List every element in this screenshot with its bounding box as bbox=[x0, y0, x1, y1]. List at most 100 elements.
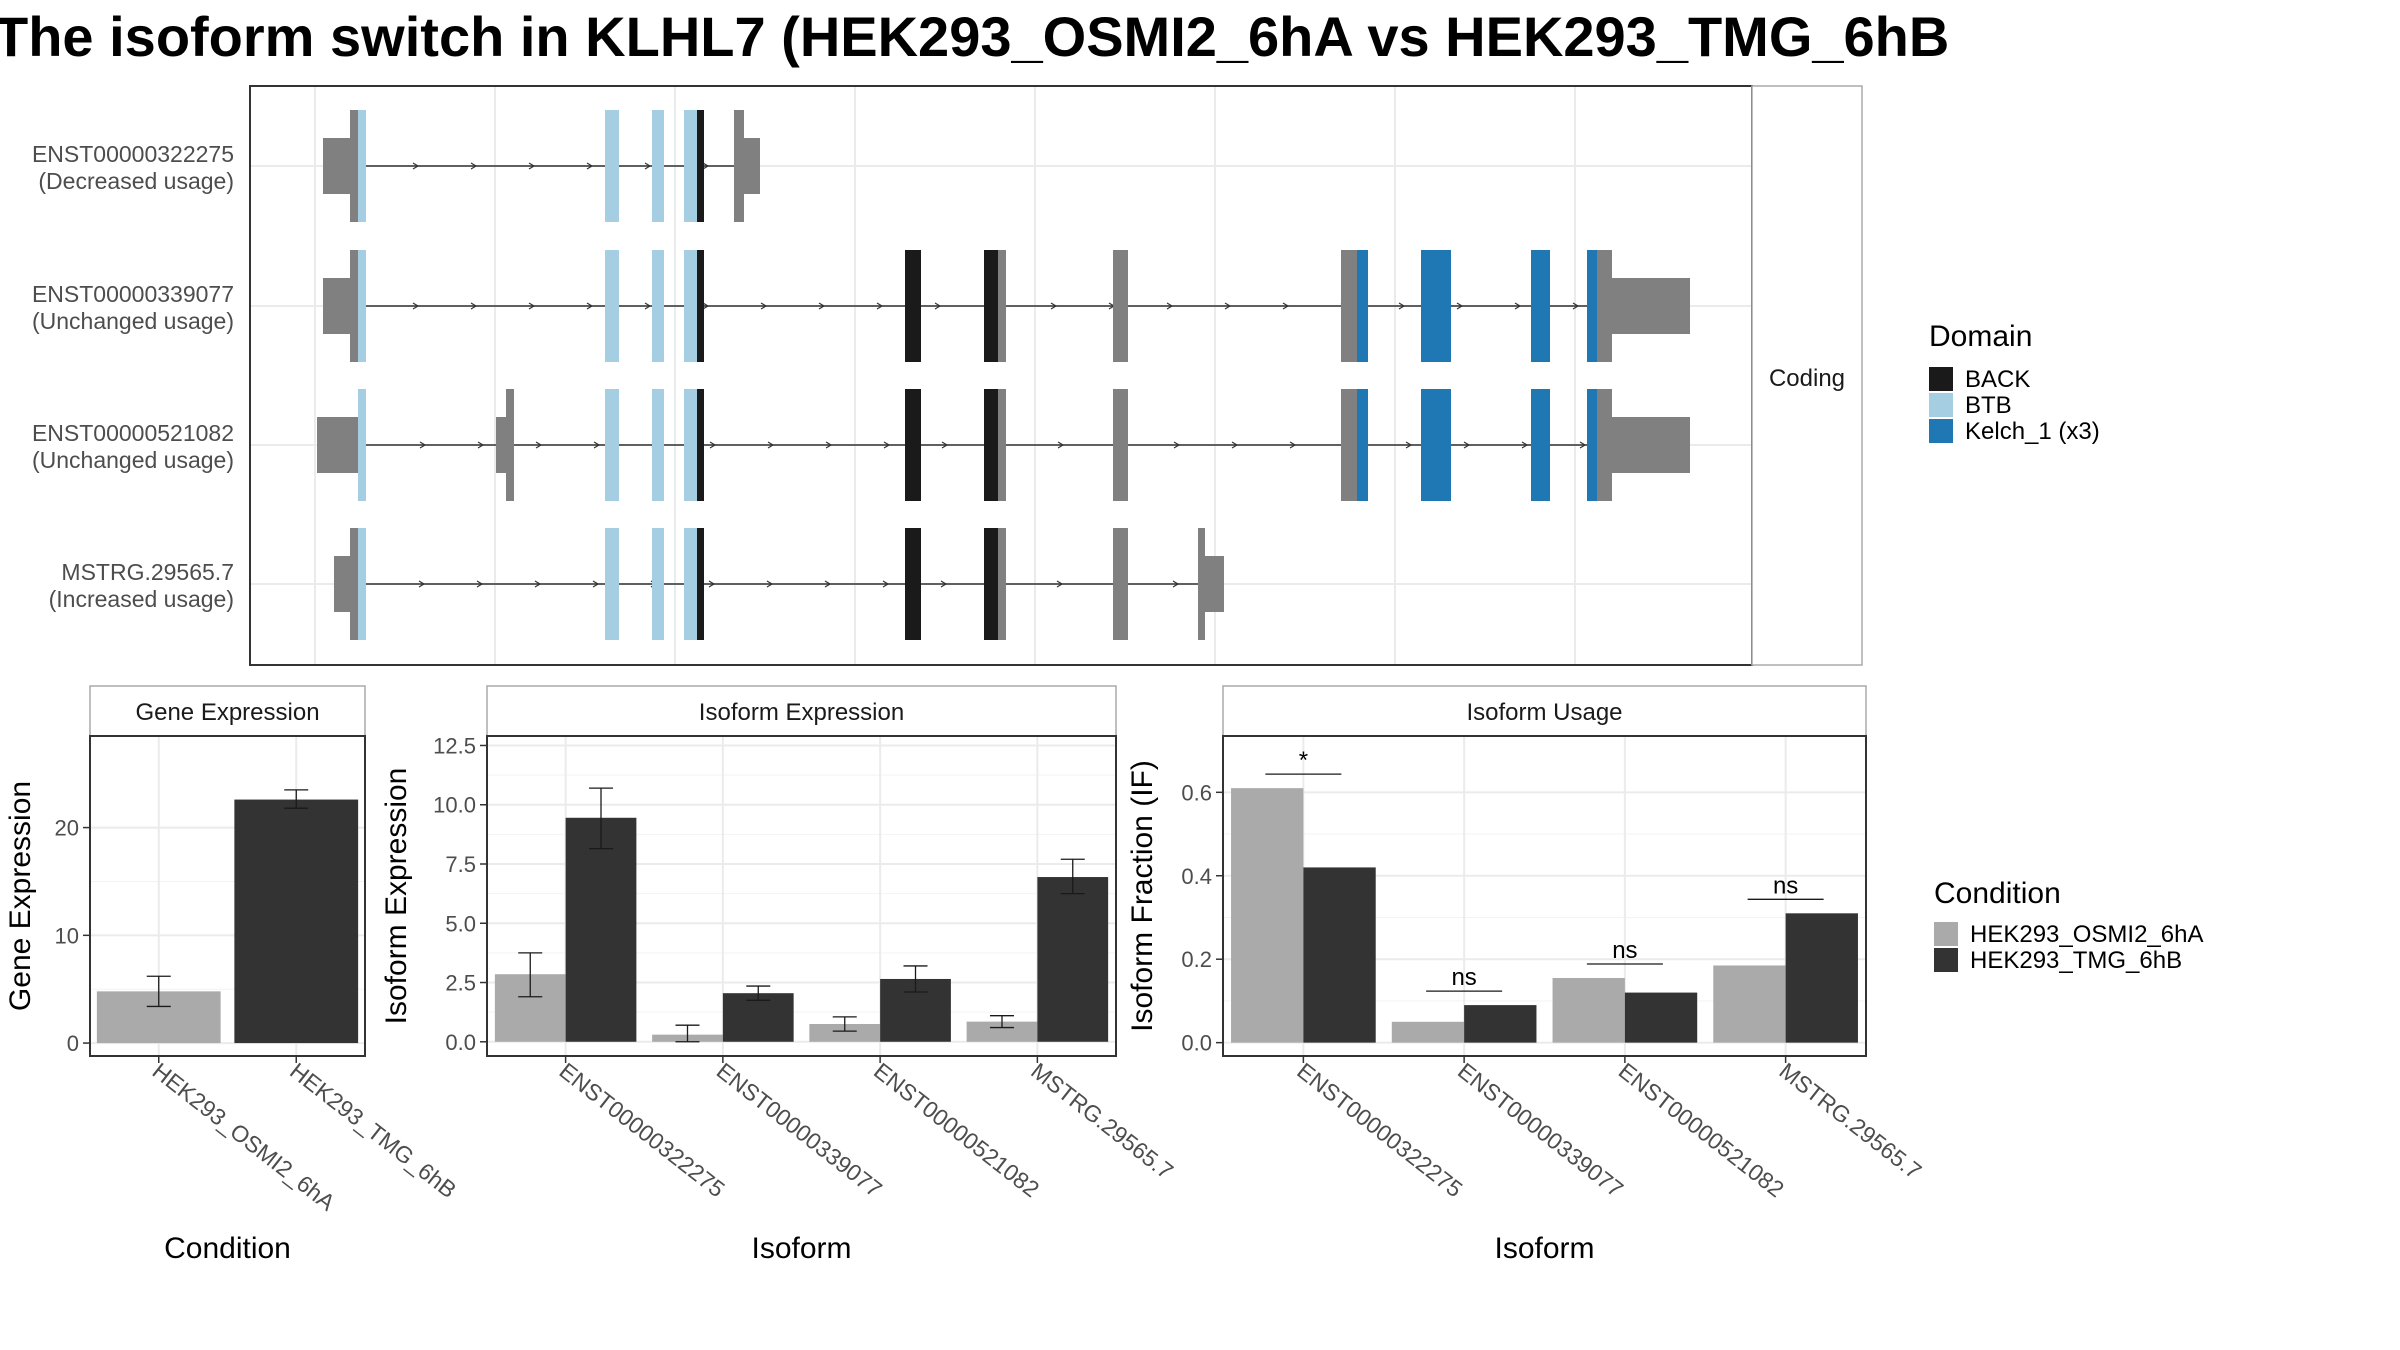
domain-legend-label: BACK bbox=[1965, 366, 2030, 393]
bar bbox=[1785, 913, 1858, 1043]
significance-label: ns bbox=[1773, 872, 1798, 899]
coding-exon-nd bbox=[1113, 250, 1128, 362]
domain-legend-label: Kelch_1 (x3) bbox=[1965, 418, 2100, 445]
domain-legend-swatch bbox=[1929, 419, 1953, 443]
domain-legend-swatch bbox=[1929, 393, 1953, 417]
intron-arrow bbox=[940, 580, 948, 588]
facet-strip-label: Coding bbox=[1769, 365, 1845, 392]
intron-arrow bbox=[476, 580, 484, 588]
x-axis-title: Condition bbox=[164, 1232, 291, 1265]
bar bbox=[722, 993, 794, 1042]
y-tick-label: 10 bbox=[55, 923, 79, 948]
intron-arrow bbox=[470, 302, 478, 310]
x-axis-title: Isoform bbox=[751, 1232, 851, 1265]
coding-exon-Kelch1x3 bbox=[1421, 250, 1451, 362]
y-tick-label: 2.5 bbox=[445, 971, 476, 996]
bar bbox=[234, 799, 359, 1044]
condition-legend-swatch bbox=[1934, 948, 1958, 972]
intron-arrow bbox=[1463, 441, 1471, 449]
intron-arrow bbox=[1166, 302, 1174, 310]
coding-exon-nd bbox=[350, 528, 358, 640]
coding-exon-nd bbox=[506, 389, 514, 501]
coding-exon-BTB bbox=[605, 250, 619, 362]
intron-arrow bbox=[1224, 302, 1232, 310]
intron-arrow bbox=[709, 441, 717, 449]
isoform-label: ENST00000521082 bbox=[32, 420, 234, 446]
intron-arrow bbox=[470, 162, 478, 170]
coding-exon-nd bbox=[998, 389, 1006, 501]
condition-legend-label: HEK293_TMG_6hB bbox=[1970, 947, 2182, 974]
isoform-label: ENST00000339077 bbox=[32, 281, 234, 307]
intron-arrow bbox=[818, 302, 826, 310]
y-tick-label: 7.5 bbox=[445, 852, 476, 877]
coding-exon-BACK bbox=[697, 389, 704, 501]
intron-arrow bbox=[1572, 302, 1580, 310]
intron-arrow bbox=[1456, 302, 1464, 310]
intron-arrow bbox=[941, 441, 949, 449]
y-tick-label: 0 bbox=[67, 1031, 79, 1056]
y-tick-label: 0.0 bbox=[445, 1030, 476, 1055]
facet-strip bbox=[1751, 85, 1863, 666]
utr-exon bbox=[1612, 417, 1690, 473]
intron-arrow bbox=[535, 441, 543, 449]
intron-arrow bbox=[934, 302, 942, 310]
domain-legend-swatch bbox=[1929, 367, 1953, 391]
x-tick-label: ENST00000521082 bbox=[869, 1057, 1044, 1202]
coding-exon-BTB bbox=[358, 110, 366, 222]
bar bbox=[1303, 867, 1376, 1043]
isoform-usage-label: (Decreased usage) bbox=[38, 168, 234, 194]
coding-exon-BACK bbox=[984, 389, 998, 501]
intron-arrow bbox=[418, 580, 426, 588]
intron-arrow bbox=[586, 302, 594, 310]
panel-strip bbox=[89, 685, 366, 737]
x-tick-label: ENST00000521082 bbox=[1614, 1057, 1789, 1202]
isoform-usage-label: (Unchanged usage) bbox=[32, 308, 234, 334]
intron-arrow bbox=[528, 162, 536, 170]
coding-exon-Kelch1x3 bbox=[1587, 250, 1597, 362]
intron-arrow bbox=[1398, 302, 1406, 310]
figure-title: The isoform switch in KLHL7 (HEK293_OSMI… bbox=[0, 5, 1949, 68]
coding-exon-BTB bbox=[652, 110, 664, 222]
bar bbox=[565, 817, 637, 1042]
isoform-label: MSTRG.29565.7 bbox=[61, 559, 234, 585]
intron-arrow bbox=[766, 580, 774, 588]
condition-legend-swatch bbox=[1934, 922, 1958, 946]
intron-arrow bbox=[1231, 441, 1239, 449]
coding-exon-BTB bbox=[605, 110, 619, 222]
intron-arrow bbox=[1289, 441, 1297, 449]
panel-border bbox=[1222, 735, 1867, 1057]
coding-exon-Kelch1x3 bbox=[1531, 250, 1550, 362]
utr-exon bbox=[334, 556, 350, 612]
intron-arrow bbox=[825, 441, 833, 449]
intron-arrow bbox=[412, 302, 420, 310]
coding-exon-BTB bbox=[605, 389, 619, 501]
intron-arrow bbox=[760, 302, 768, 310]
coding-exon-nd bbox=[1113, 389, 1128, 501]
bar bbox=[1037, 877, 1109, 1042]
bar bbox=[966, 1021, 1038, 1042]
coding-exon-BTB bbox=[652, 389, 664, 501]
coding-exon-BTB bbox=[358, 250, 366, 362]
coding-exon-BTB bbox=[652, 250, 664, 362]
coding-exon-BTB bbox=[684, 528, 697, 640]
intron-arrow bbox=[644, 302, 652, 310]
y-tick-label: 20 bbox=[55, 816, 79, 841]
coding-exon-Kelch1x3 bbox=[1357, 250, 1368, 362]
x-tick-label: ENST00000339077 bbox=[1453, 1057, 1628, 1202]
y-axis-title: Gene Expression bbox=[4, 781, 37, 1011]
y-tick-label: 5.0 bbox=[445, 911, 476, 936]
intron-arrow bbox=[534, 580, 542, 588]
coding-exon-BTB bbox=[652, 528, 664, 640]
intron-arrow bbox=[876, 302, 884, 310]
domain-legend-label: BTB bbox=[1965, 392, 2012, 419]
bar bbox=[1624, 992, 1698, 1043]
coding-exon-nd bbox=[1341, 250, 1357, 362]
x-axis-title: Isoform bbox=[1494, 1232, 1594, 1265]
coding-exon-nd bbox=[998, 528, 1006, 640]
panel-strip bbox=[1222, 685, 1867, 737]
panel-title: Isoform Expression bbox=[699, 699, 904, 726]
y-tick-label: 0.4 bbox=[1181, 864, 1212, 889]
panel-title: Gene Expression bbox=[135, 699, 319, 726]
coding-exon-nd bbox=[1597, 250, 1612, 362]
x-tick-label: ENST00000322275 bbox=[1292, 1057, 1467, 1202]
